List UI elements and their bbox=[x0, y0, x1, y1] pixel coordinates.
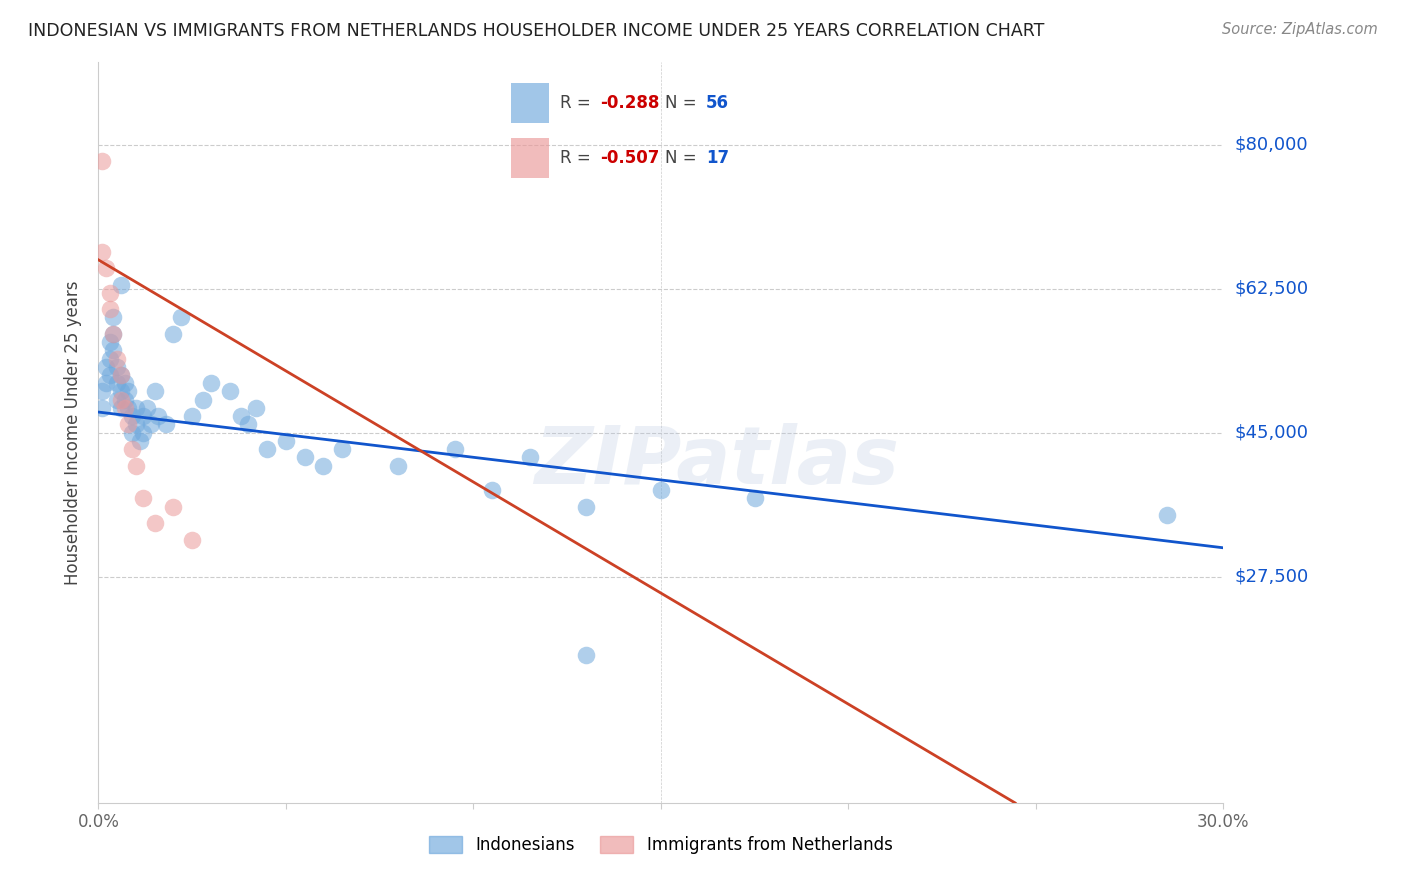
Point bbox=[128, 434, 150, 448]
Point bbox=[155, 417, 177, 432]
Point bbox=[148, 409, 170, 424]
Point bbox=[105, 359, 128, 374]
Point bbox=[218, 384, 240, 399]
Point bbox=[162, 500, 184, 514]
Point bbox=[110, 384, 132, 399]
Point bbox=[117, 417, 139, 432]
Point bbox=[91, 154, 114, 169]
Text: Source: ZipAtlas.com: Source: ZipAtlas.com bbox=[1222, 22, 1378, 37]
Point bbox=[91, 401, 114, 415]
Point bbox=[481, 483, 503, 498]
Point bbox=[105, 351, 128, 366]
Point bbox=[274, 434, 297, 448]
Text: $45,000: $45,000 bbox=[1234, 424, 1309, 442]
Point bbox=[193, 392, 215, 407]
Point bbox=[114, 401, 136, 415]
Point bbox=[238, 417, 260, 432]
Point bbox=[143, 384, 166, 399]
Point bbox=[132, 491, 155, 506]
Point bbox=[125, 417, 148, 432]
Point bbox=[110, 401, 132, 415]
Point bbox=[443, 442, 465, 456]
Y-axis label: Householder Income Under 25 years: Householder Income Under 25 years bbox=[65, 280, 83, 585]
Point bbox=[91, 244, 114, 259]
Point bbox=[330, 442, 353, 456]
Point bbox=[110, 277, 132, 292]
Point bbox=[181, 533, 204, 547]
Point bbox=[162, 326, 184, 341]
Text: $27,500: $27,500 bbox=[1234, 567, 1309, 585]
Point bbox=[245, 401, 267, 415]
Point bbox=[121, 442, 143, 456]
Point bbox=[125, 458, 148, 473]
Point bbox=[103, 326, 125, 341]
Text: INDONESIAN VS IMMIGRANTS FROM NETHERLANDS HOUSEHOLDER INCOME UNDER 25 YEARS CORR: INDONESIAN VS IMMIGRANTS FROM NETHERLAND… bbox=[28, 22, 1045, 40]
Point bbox=[143, 516, 166, 530]
Point bbox=[103, 326, 125, 341]
Point bbox=[170, 310, 193, 325]
Point bbox=[98, 368, 121, 382]
Point bbox=[125, 401, 148, 415]
Point bbox=[98, 335, 121, 350]
Point bbox=[132, 425, 155, 440]
Point bbox=[132, 409, 155, 424]
Point bbox=[114, 392, 136, 407]
Point bbox=[519, 450, 541, 465]
Point bbox=[94, 261, 117, 276]
Point bbox=[744, 491, 766, 506]
Point bbox=[114, 376, 136, 391]
Legend: Indonesians, Immigrants from Netherlands: Indonesians, Immigrants from Netherlands bbox=[422, 830, 900, 861]
Point bbox=[105, 376, 128, 391]
Point bbox=[181, 409, 204, 424]
Point bbox=[650, 483, 672, 498]
Text: ZIPatlas: ZIPatlas bbox=[534, 423, 900, 501]
Point bbox=[103, 310, 125, 325]
Point bbox=[575, 648, 598, 662]
Point bbox=[110, 368, 132, 382]
Point bbox=[121, 425, 143, 440]
Point bbox=[256, 442, 278, 456]
Point bbox=[294, 450, 316, 465]
Point bbox=[121, 409, 143, 424]
Point bbox=[98, 302, 121, 317]
Point bbox=[575, 500, 598, 514]
Point bbox=[94, 359, 117, 374]
Point bbox=[139, 417, 162, 432]
Point bbox=[117, 384, 139, 399]
Text: $80,000: $80,000 bbox=[1234, 136, 1308, 153]
Point bbox=[229, 409, 252, 424]
Point bbox=[103, 343, 125, 358]
Point bbox=[136, 401, 159, 415]
Point bbox=[94, 376, 117, 391]
Point bbox=[117, 401, 139, 415]
Point bbox=[98, 285, 121, 300]
Point bbox=[110, 368, 132, 382]
Point bbox=[110, 392, 132, 407]
Point bbox=[98, 351, 121, 366]
Point bbox=[200, 376, 222, 391]
Point bbox=[1156, 508, 1178, 522]
Point bbox=[91, 384, 114, 399]
Text: $62,500: $62,500 bbox=[1234, 280, 1309, 298]
Point bbox=[312, 458, 335, 473]
Point bbox=[105, 392, 128, 407]
Point bbox=[387, 458, 409, 473]
